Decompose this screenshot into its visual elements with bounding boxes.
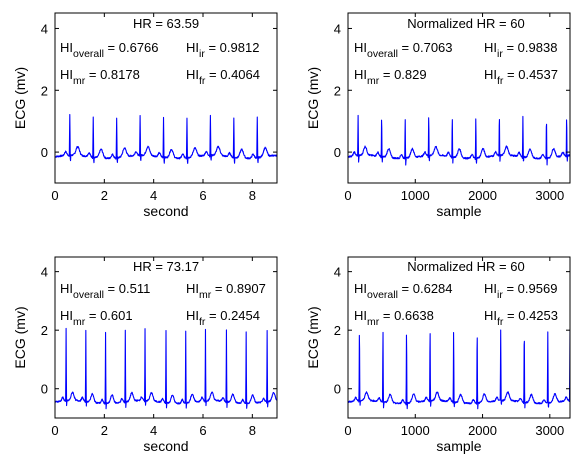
y-tick-label: 2 [41, 83, 48, 98]
hi-annotation: HIoverall = 0.7063 [354, 40, 453, 60]
y-axis-label: ECG (mv) [305, 306, 321, 368]
x-tick-label: 3000 [535, 423, 564, 438]
x-tick-label: 8 [249, 423, 256, 438]
x-tick-label: 1000 [401, 423, 430, 438]
hi-annotation: HIir = 0.9838 [484, 40, 557, 60]
ecg-trace [348, 114, 570, 166]
heart-rate-label: Normalized HR = 60 [407, 16, 524, 31]
axes-frame [347, 256, 571, 419]
hi-annotation: HIoverall = 0.6766 [60, 40, 159, 60]
y-axis-label: ECG (mv) [12, 306, 28, 368]
x-tick-label: 6 [199, 188, 206, 203]
x-tick-label: 1000 [401, 188, 430, 203]
x-tick-label: 8 [249, 188, 256, 203]
x-axis-label: second [143, 203, 188, 219]
hi-annotation: HIoverall = 0.6284 [354, 281, 453, 301]
x-tick-label: 4 [150, 423, 157, 438]
hi-annotation: HIir = 0.9812 [186, 40, 259, 60]
hi-annotation: HImr = 0.8907 [186, 281, 266, 301]
axes-frame [347, 12, 571, 184]
y-axis-label: ECG (mv) [12, 67, 28, 129]
ecg-trace [55, 327, 277, 410]
x-tick-label: 4 [150, 188, 157, 203]
y-tick-label: 4 [41, 265, 48, 280]
x-tick-label: 0 [51, 188, 58, 203]
y-tick-label: 4 [334, 21, 341, 36]
ecg-panel-2: 0 1000 2000 3000 0 2 4 sample ECG (mv) Normalized… [305, 12, 571, 219]
y-tick-label: 0 [41, 382, 48, 397]
x-tick-label: 3000 [535, 188, 564, 203]
y-axis-label: ECG (mv) [305, 67, 321, 129]
hi-annotation: HImr = 0.8178 [60, 67, 140, 87]
x-tick-label: 0 [344, 188, 351, 203]
y-tick-label: 4 [334, 265, 341, 280]
hi-annotation: HIfr = 0.2454 [186, 308, 260, 328]
x-tick-label: 0 [51, 423, 58, 438]
heart-rate-label: HR = 63.59 [133, 16, 199, 31]
hi-annotation: HImr = 0.829 [354, 67, 427, 87]
y-tick-label: 0 [334, 382, 341, 397]
ecg-trace [55, 113, 277, 164]
x-tick-label: 0 [344, 423, 351, 438]
hi-annotation: HIfr = 0.4537 [484, 67, 558, 87]
x-axis-label: sample [436, 438, 481, 454]
heart-rate-label: HR = 73.17 [133, 259, 199, 274]
x-tick-label: 2000 [468, 423, 497, 438]
x-tick-label: 2000 [468, 188, 497, 203]
x-axis-label: sample [436, 203, 481, 219]
hi-annotation: HImr = 0.6638 [354, 308, 434, 328]
y-tick-label: 4 [41, 21, 48, 36]
hi-annotation: HIoverall = 0.511 [60, 281, 150, 301]
x-tick-label: 2 [101, 423, 108, 438]
x-axis-label: second [143, 438, 188, 454]
y-tick-label: 2 [41, 323, 48, 338]
axes-frame [54, 256, 278, 419]
hi-annotation: HIfr = 0.4253 [484, 308, 558, 328]
hi-annotation: HIfr = 0.4064 [186, 67, 260, 87]
hi-annotation: HIir = 0.9569 [484, 281, 557, 301]
y-tick-label: 2 [334, 83, 341, 98]
ecg-trace [348, 329, 570, 410]
y-tick-label: 2 [334, 323, 341, 338]
heart-rate-label: Normalized HR = 60 [407, 259, 524, 274]
y-tick-label: 0 [41, 145, 48, 160]
ecg-panel-4: 0 1000 2000 3000 0 2 4 sample ECG (mv) Normalized… [305, 256, 571, 454]
x-tick-label: 6 [199, 423, 206, 438]
axes-frame [54, 12, 278, 184]
x-tick-label: 2 [101, 188, 108, 203]
y-tick-label: 0 [334, 145, 341, 160]
hi-annotation: HImr = 0.601 [60, 308, 133, 328]
